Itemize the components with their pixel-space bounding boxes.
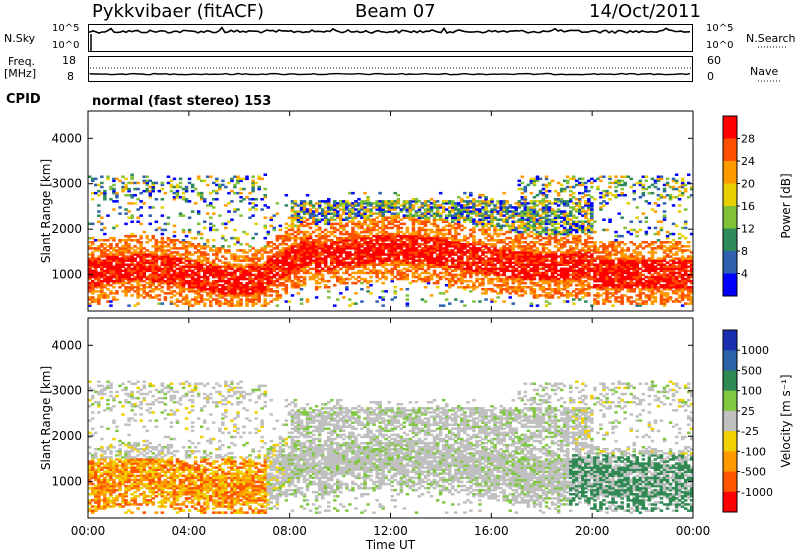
velocity-colorbar-segment	[723, 491, 737, 513]
velocity-xtick-label: 16:00	[474, 524, 509, 538]
power-colorbar-segment	[723, 116, 737, 139]
power-colorbar-segment	[723, 228, 737, 252]
velocity-ytick-label: 3000	[51, 384, 82, 398]
power-heatmap-cells	[88, 173, 694, 307]
velocity-xtick-label: 00:00	[71, 524, 106, 538]
velocity-colorbar-segment	[723, 350, 737, 371]
power-colorbar-segment	[723, 161, 737, 184]
velocity-colorbar-label: -1000	[741, 486, 773, 499]
power-colorbar-segment	[723, 251, 737, 274]
power-colorbar-label: 12	[741, 223, 755, 236]
freq-label: Freq.	[8, 55, 36, 68]
velocity-xtick-label: 00:00	[676, 524, 711, 538]
velocity-colorbar-frame	[722, 329, 738, 513]
velocity-xtick-label: 12:00	[373, 524, 408, 538]
nsky-tick-bottom: 10^0	[52, 40, 80, 51]
velocity-colorbar-segment	[723, 431, 737, 452]
power-ytick-label: 1000	[51, 268, 82, 282]
cpid-label: CPID	[6, 92, 41, 107]
power-colorbar-segment	[723, 183, 737, 207]
nsearch-tick-bottom: 10^0	[706, 40, 734, 51]
velocity-ylabel: Slant Range [km]	[39, 366, 53, 470]
velocity-colorbar-segment	[723, 330, 737, 351]
velocity-colorbar-title: Velocity [m s⁻¹]	[779, 374, 793, 467]
power-colorbar-segment	[723, 138, 737, 162]
nave-label: Nave	[750, 65, 779, 78]
velocity-xtick-label: 08:00	[272, 524, 307, 538]
velocity-xlabel: Time UT	[365, 538, 416, 552]
plot-title: Pykkvibaer (fitACF)	[92, 1, 265, 22]
velocity-heatmap-cells	[88, 380, 694, 514]
velocity-colorbar-label: 500	[741, 364, 762, 377]
power-colorbar-label: 8	[741, 245, 748, 258]
power-ytick-label: 3000	[51, 177, 82, 191]
velocity-colorbar-segment	[723, 390, 737, 412]
power-colorbar-title: Power [dB]	[779, 173, 793, 238]
nave-tick-top: 60	[707, 54, 721, 67]
date-label: 14/Oct/2011	[589, 1, 701, 22]
nave-tick-bottom: 0	[707, 70, 714, 83]
nsky-label: N.Sky	[4, 32, 36, 45]
velocity-colorbar-label: -25	[741, 425, 759, 438]
cpid-text: normal (fast stereo) 153	[92, 94, 272, 109]
freq-tick-top: 18	[62, 54, 76, 67]
power-colorbar-label: 4	[741, 268, 748, 281]
nsearch-label: N.Search	[746, 32, 796, 45]
velocity-colorbar-label: 100	[741, 385, 762, 398]
velocity-colorbar-label: 25	[741, 405, 755, 418]
nsky-trace	[89, 26, 691, 34]
velocity-colorbar-segment	[723, 370, 737, 392]
power-colorbar-label: 28	[741, 133, 755, 146]
velocity-ytick-label: 4000	[51, 338, 82, 352]
power-colorbar-label: 20	[741, 178, 755, 191]
freq-panel	[88, 56, 693, 82]
nsearch-tick-top: 10^5	[706, 23, 734, 34]
velocity-xtick-label: 20:00	[575, 524, 610, 538]
power-colorbar-segment	[723, 273, 737, 297]
velocity-colorbar-segment	[723, 451, 737, 473]
freq-tick-bottom: 8	[67, 70, 74, 83]
velocity-colorbar-label: 1000	[741, 344, 769, 357]
nsky-tick-top: 10^5	[52, 23, 80, 34]
power-ylabel: Slant Range [km]	[39, 159, 53, 263]
nsky-panel	[88, 24, 693, 52]
velocity-ytick-label: 2000	[51, 429, 82, 443]
velocity-colorbar-segment	[723, 471, 737, 493]
power-ytick-label: 4000	[51, 131, 82, 145]
velocity-ytick-label: 1000	[51, 475, 82, 489]
velocity-colorbar-label: -100	[741, 445, 766, 458]
beam-label: Beam 07	[355, 1, 436, 22]
power-colorbar-segment	[723, 206, 737, 229]
freq-trace	[89, 72, 691, 76]
velocity-colorbar-segment	[723, 410, 737, 432]
power-colorbar-label: 24	[741, 155, 755, 168]
velocity-colorbar-label: -500	[741, 466, 766, 479]
power-colorbar-label: 16	[741, 200, 755, 213]
power-ytick-label: 2000	[51, 222, 82, 236]
freq-unit: [MHz]	[4, 67, 37, 80]
velocity-xtick-label: 04:00	[172, 524, 207, 538]
